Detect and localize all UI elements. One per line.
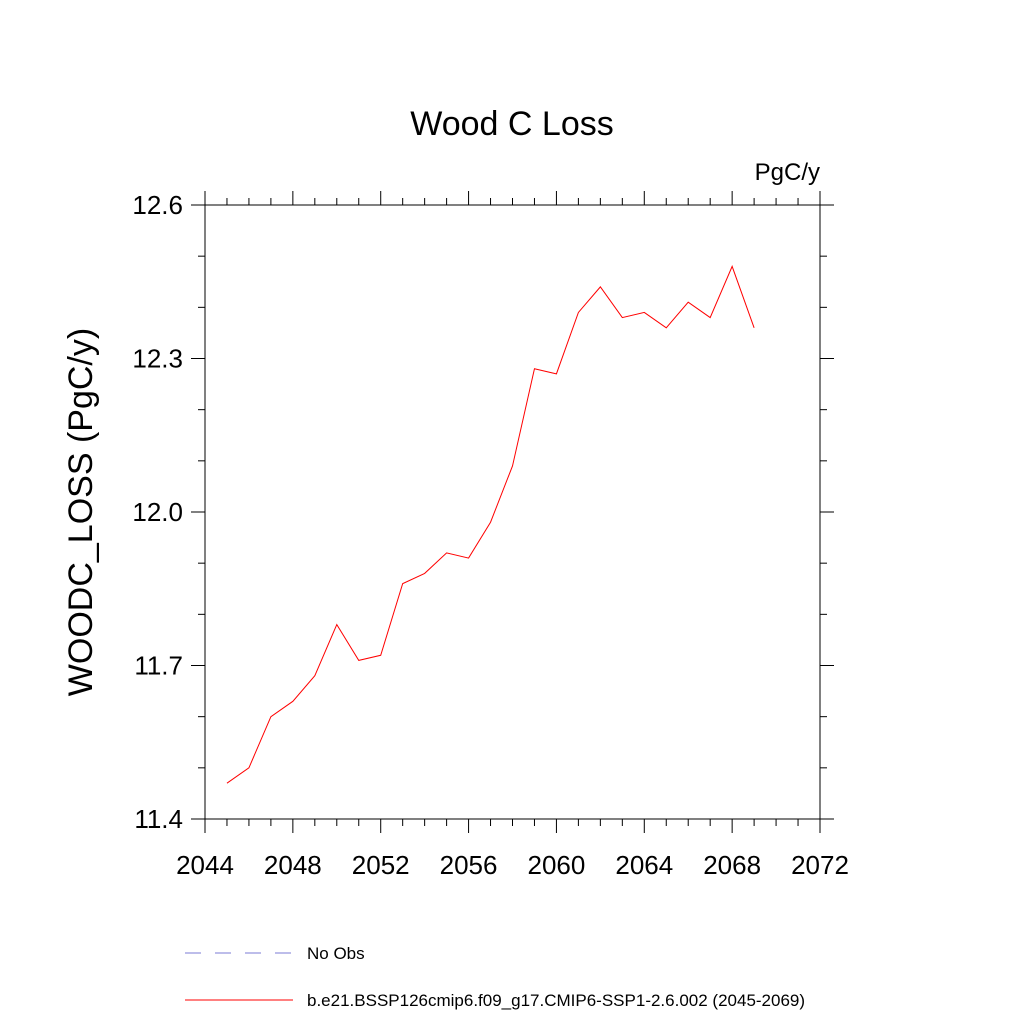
data-point <box>336 624 337 625</box>
data-point <box>710 317 711 318</box>
x-tick-label: 2048 <box>264 850 322 880</box>
x-tick-label: 2052 <box>352 850 410 880</box>
x-tick-label: 2060 <box>528 850 586 880</box>
data-point <box>468 557 469 558</box>
data-point <box>226 783 227 784</box>
x-tick-label: 2072 <box>791 850 849 880</box>
y-tick-label: 12.6 <box>132 190 183 220</box>
data-point <box>732 266 733 267</box>
legend: No Obs b.e21.BSSP126cmip6.f09_g17.CMIP6-S… <box>185 944 805 1010</box>
data-point <box>292 701 293 702</box>
data-point <box>666 327 667 328</box>
data-point <box>490 522 491 523</box>
data-point <box>402 583 403 584</box>
data-point <box>688 302 689 303</box>
data-point <box>358 660 359 661</box>
chart-title: Wood C Loss <box>410 105 613 143</box>
x-tick-label: 2064 <box>615 850 673 880</box>
y-tick-label: 11.4 <box>134 804 183 834</box>
x-tick-label: 2068 <box>703 850 761 880</box>
units-label: PgC/y <box>755 159 820 186</box>
y-tick-label: 12.3 <box>132 344 183 374</box>
tick-labels: 2044 2048 2052 2056 2060 2064 2068 2072 11.4 11.7… <box>132 190 849 880</box>
y-tick-label: 11.7 <box>134 651 183 681</box>
axis-ticks <box>191 191 834 833</box>
x-tick-label: 2044 <box>176 850 234 880</box>
legend-label: No Obs <box>307 944 365 963</box>
y-tick-label: 12.0 <box>132 497 183 527</box>
data-point <box>556 373 557 374</box>
data-point <box>600 286 601 287</box>
series-line-0 <box>226 265 755 784</box>
data-point <box>644 312 645 313</box>
data-point <box>446 552 447 553</box>
data-point <box>380 655 381 656</box>
data-point <box>314 675 315 676</box>
x-tick-label: 2056 <box>440 850 498 880</box>
data-point <box>512 465 513 466</box>
data-point <box>622 317 623 318</box>
data-point <box>248 767 249 768</box>
plot-frame <box>204 204 821 820</box>
data-point <box>270 716 271 717</box>
data-point <box>534 368 535 369</box>
y-axis-label: WOODC_LOSS (PgC/y) <box>62 328 100 696</box>
series-layer <box>226 265 755 784</box>
legend-label: b.e21.BSSP126cmip6.f09_g17.CMIP6-SSP1-2.… <box>307 991 805 1010</box>
data-point <box>578 312 579 313</box>
data-point <box>754 327 755 328</box>
data-point <box>424 573 425 574</box>
